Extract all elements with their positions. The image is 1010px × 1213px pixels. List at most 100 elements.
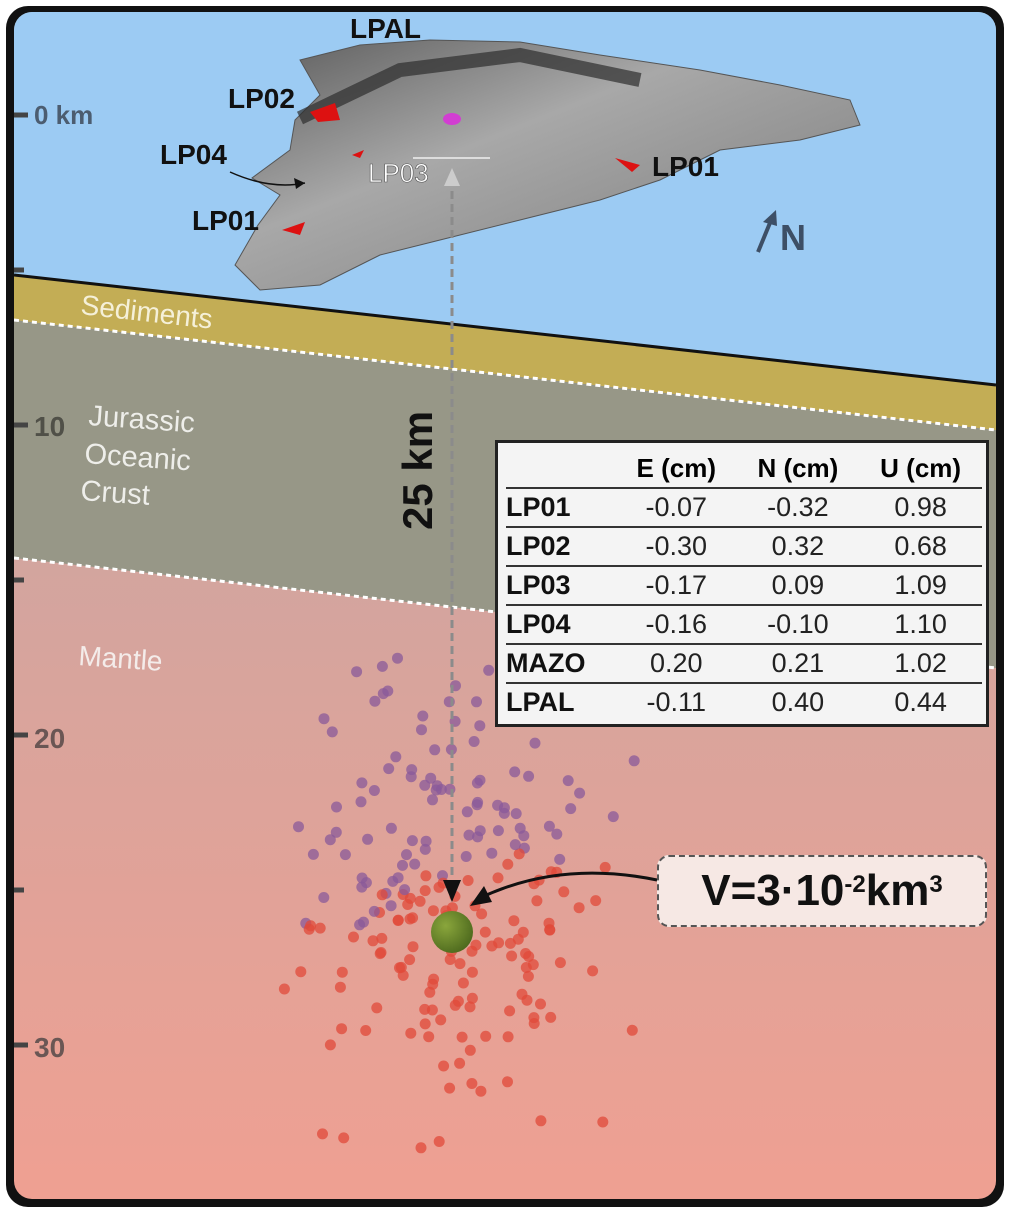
earthquake-hypocenter <box>461 806 473 818</box>
earthquake-hypocenter <box>466 966 478 978</box>
earthquake-hypocenter <box>423 1031 435 1043</box>
earthquake-hypocenter <box>426 1004 438 1016</box>
table-row: LP02 -0.30 0.32 0.68 <box>506 526 982 566</box>
magma-source-sphere <box>431 911 473 953</box>
value-cell: 1.09 <box>859 565 982 605</box>
earthquake-hypocenter <box>419 779 431 791</box>
earthquake-hypocenter <box>409 858 421 870</box>
value-cell: 0.09 <box>736 565 860 605</box>
earthquake-hypocenter <box>463 829 475 841</box>
value-cell: 1.02 <box>859 643 982 683</box>
earthquake-hypocenter <box>444 1082 456 1094</box>
earthquake-hypocenter <box>331 801 342 813</box>
earthquake-hypocenter <box>498 807 510 819</box>
earthquake-hypocenter <box>416 724 427 736</box>
depth-tick <box>14 1042 28 1048</box>
earthquake-hypocenter <box>597 1116 609 1128</box>
north-arrow-icon <box>756 210 777 253</box>
earthquake-hypocenter <box>368 905 380 917</box>
earthquake-hypocenter <box>369 695 381 707</box>
earthquake-hypocenter <box>324 834 336 846</box>
earthquake-hypocenter <box>554 957 566 969</box>
earthquake-hypocenter <box>433 1136 445 1147</box>
earthquake-hypocenter <box>376 660 388 672</box>
earthquake-hypocenter <box>419 843 431 855</box>
header-n: N (cm) <box>757 452 839 483</box>
earthquake-hypocenter <box>404 913 416 925</box>
earthquake-hypocenter <box>466 1078 478 1089</box>
earthquake-hypocenter <box>471 696 482 708</box>
earthquake-hypocenter <box>444 783 456 795</box>
earthquake-hypocenter <box>427 794 438 806</box>
earthquake-hypocenter <box>492 872 504 884</box>
earthquake-hypocenter <box>324 1039 336 1051</box>
earthquake-hypocenter <box>399 884 411 896</box>
table-row: LPAL -0.11 0.40 0.44 <box>506 682 982 721</box>
sediment-boundary <box>14 318 996 432</box>
displacement-table: E (cm) N (cm) U (cm) LP01 -0.07 -0.32 0.98 L… <box>495 440 989 727</box>
earthquake-hypocenter <box>326 726 338 738</box>
earthquake-hypocenter <box>295 966 307 978</box>
earthquake-hypocenter <box>518 830 530 842</box>
value-cell: 1.10 <box>859 604 982 644</box>
earthquake-hypocenter <box>367 935 379 947</box>
station-lpal: LPAL <box>350 13 421 44</box>
earthquake-hypocenter <box>573 902 585 914</box>
earthquake-hypocenter <box>318 892 330 903</box>
earthquake-hypocenter <box>468 736 480 747</box>
earthquake-hypocenter <box>464 1044 476 1056</box>
earthquake-hypocenter <box>392 652 403 664</box>
depth-tick <box>14 577 24 583</box>
depth-axis <box>14 112 28 1048</box>
earthquake-hypocenter <box>506 950 518 962</box>
station-lp02: LP02 <box>228 83 295 114</box>
earthquake-hypocenter <box>628 755 640 767</box>
earthquake-hypocenter <box>318 713 330 725</box>
table-row: MAZO 0.20 0.21 1.02 <box>506 643 982 683</box>
value-cell: 0.68 <box>859 526 982 566</box>
station-cell: LP01 <box>506 487 616 527</box>
earthquake-hypocenter <box>574 787 586 799</box>
volume-prefix: V=3·10 <box>701 866 845 915</box>
earthquake-hypocenter <box>435 1014 447 1026</box>
earthquake-hypocenter <box>599 861 611 873</box>
depth-tick <box>14 112 28 118</box>
earthquake-hypocenter <box>375 947 387 958</box>
earthquake-hypocenter <box>590 895 602 907</box>
earthquake-hypocenter <box>462 875 474 886</box>
value-cell: -0.16 <box>616 604 737 644</box>
depth-label-30: 30 <box>34 1032 65 1063</box>
earthquake-hypocenter <box>520 948 532 959</box>
header-u: U (cm) <box>880 452 962 483</box>
earthquake-hypocenter <box>305 920 317 932</box>
earthquake-hypocenter <box>338 1132 350 1144</box>
earthquake-hypocenter <box>392 872 404 884</box>
value-cell: 0.32 <box>736 526 860 566</box>
earthquake-hypocenter <box>466 945 478 957</box>
earthquake-hypocenter <box>356 777 368 789</box>
earthquake-hypocenter <box>475 1085 487 1097</box>
earthquake-hypocenter <box>456 1031 468 1043</box>
earthquake-hypocenter <box>457 977 469 989</box>
value-cell: -0.17 <box>616 565 737 605</box>
earthquake-hypocenter <box>587 965 599 977</box>
mazo-station-marker <box>443 113 461 125</box>
station-cell: LP03 <box>506 565 616 605</box>
distance-label: 25 km <box>394 411 441 530</box>
value-cell: 0.40 <box>736 682 860 721</box>
earthquake-hypocenter <box>446 902 458 914</box>
earthquake-hypocenter <box>376 889 388 901</box>
table-row: LP03 -0.17 0.09 1.09 <box>506 565 982 605</box>
earthquake-hypocenter <box>502 1076 513 1088</box>
earthquake-hypocenter <box>438 1060 450 1072</box>
earthquake-hypocenter <box>405 1027 417 1039</box>
earthquake-hypocenter <box>382 685 394 697</box>
north-label: N <box>780 217 806 258</box>
crust-label-2: Oceanic <box>84 438 192 477</box>
earthquake-hypocenter <box>502 1031 514 1043</box>
earthquake-hypocenter <box>476 908 488 920</box>
earthquake-hypocenter <box>415 1142 427 1154</box>
earthquake-hypocenter <box>334 981 346 993</box>
earthquake-hypocenter <box>545 1011 557 1023</box>
earthquake-hypocenter <box>427 905 439 917</box>
